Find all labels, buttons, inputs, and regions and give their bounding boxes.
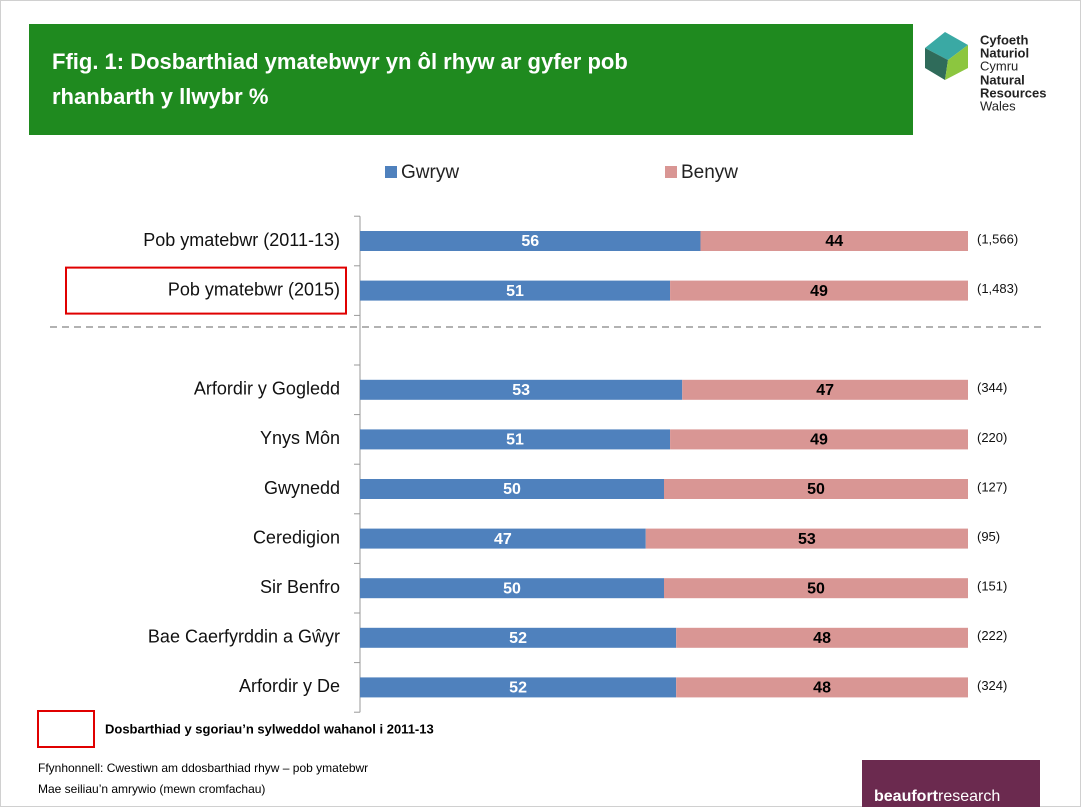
source-note: Ffynhonnell: Cwestiwn am ddosbarthiad rh… bbox=[38, 761, 368, 775]
bar-segment bbox=[676, 627, 968, 648]
bar-segment bbox=[360, 479, 664, 499]
bar-segment bbox=[360, 627, 677, 648]
brand-text: beaufortresearch bbox=[874, 788, 1000, 805]
sample-size: (222) bbox=[977, 628, 1007, 643]
key-text: Dosbarthiad y sgoriau’n sylweddol wahano… bbox=[105, 721, 434, 736]
category-label: Pob ymatebwr (2011-13) bbox=[143, 230, 340, 250]
value-label: 50 bbox=[503, 580, 521, 597]
bar-segment bbox=[670, 429, 968, 450]
value-label: 47 bbox=[494, 531, 512, 548]
value-label: 49 bbox=[810, 432, 828, 449]
sample-size: (151) bbox=[977, 579, 1007, 594]
logo-icon bbox=[925, 32, 968, 80]
bar-segment bbox=[670, 280, 968, 301]
brand-part: beaufort bbox=[874, 788, 939, 805]
title-line: rhanbarth y llwybr % bbox=[52, 84, 268, 109]
value-label: 47 bbox=[816, 382, 834, 399]
category-label: Sir Benfro bbox=[260, 577, 340, 597]
legend-label: Gwryw bbox=[401, 162, 459, 183]
sample-size: (324) bbox=[977, 678, 1007, 693]
highlight-box bbox=[65, 266, 347, 315]
title-line: Ffig. 1: Dosbarthiad ymatebwyr yn ôl rhy… bbox=[52, 49, 628, 74]
value-label: 53 bbox=[798, 531, 816, 548]
value-label: 52 bbox=[509, 680, 527, 697]
logo-text: Cymru bbox=[980, 58, 1018, 73]
bar-segment bbox=[360, 280, 671, 301]
category-label: Ynys Môn bbox=[260, 428, 340, 448]
sample-size: (95) bbox=[977, 529, 1000, 544]
value-label: 49 bbox=[810, 283, 828, 300]
bar-segment bbox=[360, 578, 664, 599]
logo-text: Cyfoeth bbox=[980, 32, 1028, 47]
brand-box bbox=[862, 760, 1040, 807]
legend-swatch bbox=[385, 166, 397, 178]
value-label: 50 bbox=[503, 481, 521, 498]
bar-segment bbox=[360, 231, 701, 251]
legend-swatch bbox=[665, 166, 677, 178]
category-label: Pob ymatebwr (2015) bbox=[168, 279, 340, 299]
value-label: 52 bbox=[509, 630, 527, 647]
bar-segment bbox=[664, 479, 968, 499]
brand-part: research bbox=[938, 788, 1000, 805]
title-banner bbox=[29, 24, 913, 135]
logo-text: Wales bbox=[980, 98, 1016, 113]
category-label: Bae Caerfyrddin a Gŵyr bbox=[148, 627, 340, 647]
bar-segment bbox=[676, 677, 968, 698]
value-label: 51 bbox=[506, 432, 524, 449]
value-label: 48 bbox=[813, 680, 831, 697]
sample-size: (220) bbox=[977, 430, 1007, 445]
value-label: 50 bbox=[807, 481, 825, 498]
base-note: Mae seiliau’n amrywio (mewn cromfachau) bbox=[38, 782, 265, 796]
legend-label: Benyw bbox=[681, 162, 738, 183]
bar-segment bbox=[360, 429, 671, 450]
value-label: 48 bbox=[813, 630, 831, 647]
logo-text: Naturiol bbox=[980, 45, 1029, 60]
bar-segment bbox=[645, 528, 968, 549]
category-label: Arfordir y Gogledd bbox=[194, 379, 340, 399]
bar-segment bbox=[682, 379, 968, 400]
value-label: 56 bbox=[521, 233, 539, 250]
sample-size: (1,483) bbox=[977, 281, 1018, 296]
key-box bbox=[37, 710, 95, 748]
value-label: 51 bbox=[506, 283, 524, 300]
bar-segment bbox=[360, 528, 646, 549]
logo-text: Natural bbox=[980, 72, 1025, 87]
category-label: Ceredigion bbox=[253, 527, 340, 547]
category-label: Arfordir y De bbox=[239, 676, 340, 696]
bar-segment bbox=[360, 379, 683, 400]
value-label: 50 bbox=[807, 580, 825, 597]
sample-size: (344) bbox=[977, 380, 1007, 395]
sample-size: (127) bbox=[977, 479, 1007, 494]
bar-segment bbox=[700, 231, 968, 251]
category-label: Gwynedd bbox=[264, 478, 340, 498]
value-label: 44 bbox=[825, 233, 843, 250]
logo-text: Resources bbox=[980, 85, 1046, 100]
sample-size: (1,566) bbox=[977, 231, 1018, 246]
bar-segment bbox=[664, 578, 968, 599]
bar-segment bbox=[360, 677, 677, 698]
value-label: 53 bbox=[512, 382, 530, 399]
